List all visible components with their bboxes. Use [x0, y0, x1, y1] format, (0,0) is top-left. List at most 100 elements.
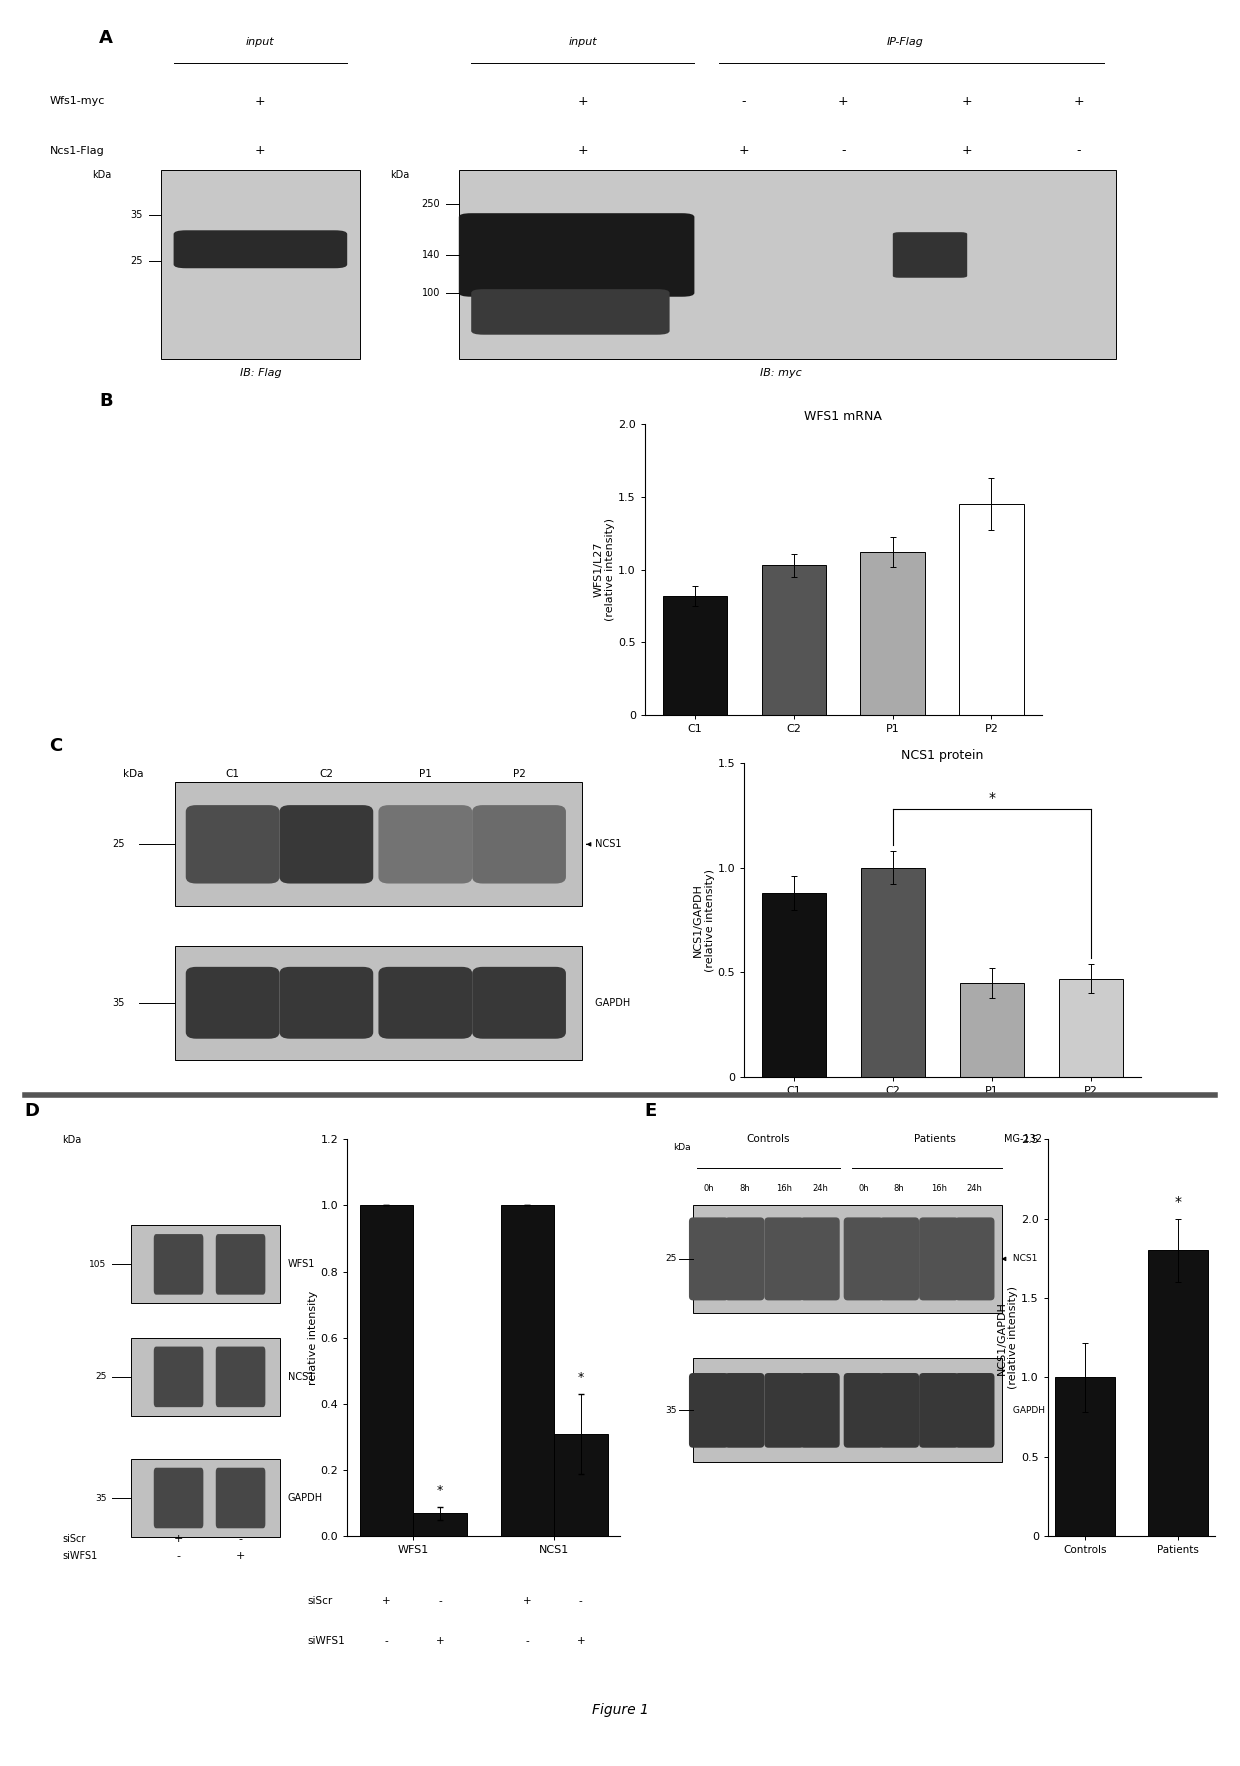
FancyBboxPatch shape [378, 966, 472, 1038]
Text: siWFS1: siWFS1 [308, 1635, 345, 1646]
Text: -: - [384, 1635, 388, 1646]
Text: D: D [25, 1102, 40, 1120]
Bar [360, 1204, 413, 1536]
Text: 25: 25 [666, 1254, 677, 1263]
Title: NCS1 protein: NCS1 protein [901, 749, 983, 761]
Y-axis label: NCS1/GAPDH
(relative intensity): NCS1/GAPDH (relative intensity) [693, 869, 714, 971]
FancyBboxPatch shape [131, 1226, 280, 1303]
Text: 16h: 16h [776, 1185, 792, 1194]
FancyBboxPatch shape [131, 1459, 280, 1536]
Text: B: B [99, 392, 113, 410]
FancyBboxPatch shape [693, 1358, 1002, 1462]
FancyBboxPatch shape [175, 782, 582, 906]
FancyBboxPatch shape [764, 1217, 804, 1300]
Bar [554, 1434, 608, 1536]
Bar [1148, 1250, 1208, 1536]
Text: input: input [246, 37, 275, 46]
Text: 140: 140 [422, 251, 440, 260]
Bar [960, 503, 1023, 715]
Text: 25: 25 [95, 1372, 107, 1381]
Text: Figure 1: Figure 1 [591, 1702, 649, 1717]
FancyBboxPatch shape [175, 945, 582, 1060]
FancyBboxPatch shape [216, 1468, 265, 1528]
Text: +: + [739, 145, 749, 157]
Text: 35: 35 [130, 210, 143, 221]
Text: GAPDH: GAPDH [288, 1492, 322, 1503]
Text: E: E [645, 1102, 657, 1120]
Text: -: - [1076, 145, 1081, 157]
FancyBboxPatch shape [154, 1346, 203, 1408]
FancyBboxPatch shape [955, 1372, 994, 1448]
Text: WFS1: WFS1 [288, 1259, 315, 1270]
Text: +: + [962, 145, 972, 157]
Text: -: - [438, 1596, 441, 1605]
Text: Controls: Controls [746, 1134, 790, 1144]
Text: +: + [174, 1535, 184, 1543]
FancyBboxPatch shape [279, 966, 373, 1038]
Text: kDa: kDa [124, 770, 144, 779]
Text: +: + [523, 1596, 532, 1605]
Bar [663, 595, 727, 715]
Text: 8h: 8h [739, 1185, 750, 1194]
FancyBboxPatch shape [893, 231, 967, 277]
Text: 35: 35 [95, 1494, 107, 1503]
Text: C1: C1 [226, 770, 239, 779]
Text: NCS1: NCS1 [591, 839, 621, 849]
Bar [761, 565, 826, 715]
Text: +: + [435, 1635, 444, 1646]
Bar [1059, 978, 1122, 1077]
FancyBboxPatch shape [131, 1339, 280, 1416]
FancyBboxPatch shape [693, 1204, 1002, 1312]
Text: +: + [236, 1551, 246, 1561]
Text: C: C [50, 736, 63, 754]
FancyBboxPatch shape [459, 214, 694, 297]
Text: 24h: 24h [812, 1185, 828, 1194]
Text: -: - [579, 1596, 583, 1605]
FancyBboxPatch shape [955, 1217, 994, 1300]
Bar [1055, 1377, 1115, 1536]
Text: 0h: 0h [703, 1185, 714, 1194]
Text: +: + [255, 95, 265, 108]
FancyBboxPatch shape [843, 1372, 883, 1448]
Text: -: - [176, 1551, 181, 1561]
Text: IP-Flag: IP-Flag [887, 37, 924, 46]
Text: siWFS1: siWFS1 [62, 1551, 97, 1561]
Bar [413, 1513, 466, 1536]
Text: *: * [1174, 1196, 1182, 1210]
Text: MG-132: MG-132 [1004, 1134, 1042, 1144]
Text: 100: 100 [422, 288, 440, 298]
FancyBboxPatch shape [471, 290, 670, 336]
Text: C2: C2 [320, 770, 334, 779]
Text: 25: 25 [130, 256, 143, 265]
FancyBboxPatch shape [279, 805, 373, 883]
Text: A: A [99, 28, 113, 48]
FancyBboxPatch shape [378, 805, 472, 883]
FancyBboxPatch shape [459, 170, 1116, 358]
Text: 25: 25 [112, 839, 124, 849]
Text: input: input [568, 37, 598, 46]
FancyBboxPatch shape [174, 230, 347, 268]
Text: -: - [841, 145, 846, 157]
Text: 24h: 24h [967, 1185, 982, 1194]
Text: 0h: 0h [858, 1185, 869, 1194]
Text: IB: myc: IB: myc [760, 369, 802, 378]
FancyBboxPatch shape [879, 1372, 919, 1448]
FancyBboxPatch shape [154, 1234, 203, 1294]
FancyBboxPatch shape [689, 1372, 729, 1448]
FancyBboxPatch shape [689, 1217, 729, 1300]
Text: Patients: Patients [914, 1134, 956, 1144]
FancyBboxPatch shape [216, 1346, 265, 1408]
Text: +: + [1074, 95, 1084, 108]
Text: kDa: kDa [389, 170, 409, 180]
Text: +: + [578, 95, 588, 108]
FancyBboxPatch shape [186, 805, 279, 883]
Text: IB: Flag: IB: Flag [239, 369, 281, 378]
Text: GAPDH: GAPDH [1011, 1406, 1045, 1415]
Text: +: + [838, 95, 848, 108]
Text: Ncs1-Flag: Ncs1-Flag [50, 145, 104, 155]
Title: WFS1 mRNA: WFS1 mRNA [805, 410, 882, 422]
Text: kDa: kDa [62, 1134, 82, 1144]
FancyBboxPatch shape [919, 1217, 959, 1300]
Text: +: + [962, 95, 972, 108]
Text: siScr: siScr [308, 1596, 332, 1605]
